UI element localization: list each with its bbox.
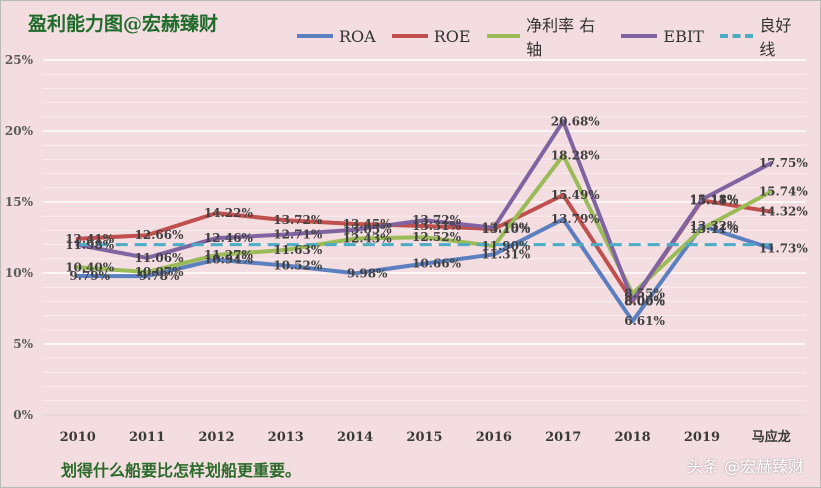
chart-title: 盈利能力图@宏赫臻财 (28, 13, 219, 35)
data-label: 10.40% (65, 260, 115, 274)
data-label: 13.11% (689, 222, 739, 236)
data-label: 10.52% (273, 259, 323, 273)
data-label: 17.75% (759, 156, 809, 170)
x-tick-label: 2011 (129, 430, 165, 445)
data-label: 13.72% (412, 213, 462, 227)
data-label: 9.78% (139, 269, 180, 283)
data-label: 12.71% (273, 228, 323, 242)
x-tick-label: 2012 (198, 430, 234, 445)
data-label: 11.06% (135, 251, 185, 265)
footer-note: 划得什么船要比怎样划船更重要。 (61, 461, 302, 480)
data-label: 13.19% (481, 221, 531, 235)
x-tick-label: 2016 (476, 430, 512, 445)
data-label: 12.66% (135, 228, 185, 242)
data-label: 13.10% (481, 222, 531, 236)
data-label: 11.31% (481, 247, 531, 261)
data-label: 20.68% (551, 114, 601, 128)
y-tick-label: 15% (5, 195, 34, 209)
data-label: 8.06% (624, 294, 665, 308)
y-tick-label: 0% (13, 408, 33, 422)
data-label: 11.90% (481, 239, 531, 253)
data-label: 12.52% (412, 230, 462, 244)
data-label: 13.45% (343, 217, 393, 231)
data-label: 11.98% (65, 238, 115, 252)
legend-item-roa: ROA (297, 27, 376, 46)
axes: 0% 5% 10% 15% 20% 25% 2010 2011 2012 2013 2014 2015… (5, 53, 806, 445)
watermark: 头条 @宏赫臻财 (686, 457, 804, 476)
legend-swatch-good-line (719, 34, 754, 38)
x-tick-label: 2019 (684, 430, 720, 445)
data-label: 9.98% (347, 266, 388, 280)
data-label: 14.32% (759, 205, 809, 219)
data-label: 14.22% (204, 206, 254, 220)
data-label: 13.79% (551, 212, 601, 226)
data-label: 8.55% (624, 287, 665, 301)
data-label: 11.27% (204, 248, 254, 262)
y-tick-label: 25% (5, 53, 34, 67)
data-label: 9.79% (69, 269, 110, 283)
data-label: 10.94% (204, 253, 254, 267)
data-label: 13.31% (412, 219, 462, 233)
legend-swatch-ebit (621, 34, 658, 38)
series-line-2 (75, 153, 774, 296)
data-label: 12.41% (65, 232, 115, 246)
data-label: 10.07% (135, 265, 185, 279)
x-tick-label: 2010 (60, 430, 96, 445)
data-label: 13.32% (689, 219, 739, 233)
data-label: 15.74% (759, 184, 809, 198)
legend-item-net-margin: 净利率 右轴 (486, 12, 606, 60)
y-tick-label: 10% (5, 266, 34, 280)
data-label: 8.00% (624, 294, 665, 308)
series (75, 119, 774, 324)
legend-swatch-roe (391, 34, 428, 38)
data-label: 13.72% (273, 213, 323, 227)
legend-label-net-margin: 净利率 右轴 (526, 16, 596, 59)
data-labels: 9.79% 9.78%10.94% 10.52%9.98%10.66%11.31%1… (65, 114, 808, 328)
legend-label-ebit: EBIT (663, 26, 704, 46)
x-tick-label: 2013 (268, 430, 304, 445)
series-line-0 (75, 217, 774, 324)
legend-swatch-net-margin (486, 34, 521, 38)
data-label: 11.73% (759, 241, 809, 255)
data-label: 11.63% (273, 243, 323, 257)
legend-item-roe: ROE (391, 26, 471, 46)
legend-item-good-line: 良好线 (719, 12, 804, 60)
legend-item-ebit: EBIT (621, 26, 704, 46)
legend-label-roe: ROE (433, 26, 471, 46)
data-label: 12.43% (343, 231, 393, 245)
x-tick-label: 2015 (406, 430, 442, 445)
legend: ROA ROE 净利率 右轴 EBIT 良好线 (297, 12, 820, 60)
y-tick-label: 5% (13, 337, 33, 351)
data-label: 15.11% (689, 193, 739, 207)
data-label: 18.28% (551, 148, 601, 162)
data-label: 15.18% (689, 192, 739, 206)
x-tick-label: 2018 (614, 430, 650, 445)
data-label: 6.61% (624, 314, 665, 328)
x-tick-label: 马应龙 (752, 429, 791, 445)
data-label: 10.66% (412, 257, 462, 271)
x-tick-label: 2014 (337, 430, 373, 445)
legend-label-good-line: 良好线 (759, 16, 792, 59)
data-label: 13.05% (343, 223, 393, 237)
x-tick-label: 2017 (545, 430, 581, 445)
legend-label-roa: ROA (339, 26, 376, 46)
legend-swatch-roa (297, 34, 333, 38)
data-label: 15.49% (551, 188, 601, 202)
y-tick-label: 20% (5, 124, 34, 138)
data-label: 12.46% (204, 231, 254, 245)
